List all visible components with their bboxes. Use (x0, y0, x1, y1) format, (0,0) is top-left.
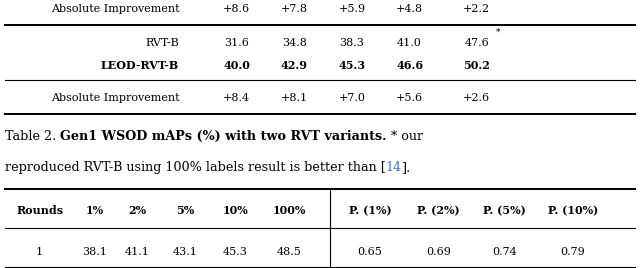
Text: +5.6: +5.6 (396, 93, 423, 103)
Text: * our: * our (387, 130, 423, 143)
Text: 50.2: 50.2 (463, 60, 490, 71)
Text: 47.6: 47.6 (465, 38, 489, 48)
Text: 14: 14 (386, 161, 402, 174)
Text: 5%: 5% (177, 205, 195, 216)
Text: 48.5: 48.5 (277, 247, 301, 258)
Text: 100%: 100% (273, 205, 306, 216)
Text: 0.74: 0.74 (492, 247, 516, 258)
Text: 1: 1 (36, 247, 44, 258)
Text: P. (5%): P. (5%) (483, 205, 525, 216)
Text: 40.0: 40.0 (223, 60, 250, 71)
Text: 46.6: 46.6 (396, 60, 423, 71)
Text: +4.8: +4.8 (396, 4, 423, 14)
Text: 1%: 1% (86, 205, 104, 216)
Text: +7.0: +7.0 (339, 93, 365, 103)
Text: Absolute Improvement: Absolute Improvement (51, 4, 179, 14)
Text: 41.1: 41.1 (125, 247, 150, 258)
Text: Table 2.: Table 2. (5, 130, 60, 143)
Text: reproduced RVT-B using 100% labels result is better than [: reproduced RVT-B using 100% labels resul… (5, 161, 386, 174)
Text: 2%: 2% (129, 205, 147, 216)
Text: 41.0: 41.0 (397, 38, 422, 48)
Text: 0.65: 0.65 (358, 247, 382, 258)
Text: +2.2: +2.2 (463, 4, 490, 14)
Text: P. (10%): P. (10%) (548, 205, 598, 216)
Text: LEOD-RVT-B: LEOD-RVT-B (101, 60, 179, 71)
Text: +8.1: +8.1 (281, 93, 308, 103)
Text: Gen1 WSOD mAPs (%) with two RVT variants.: Gen1 WSOD mAPs (%) with two RVT variants… (60, 130, 387, 143)
Text: ].: ]. (402, 161, 412, 174)
Text: +7.8: +7.8 (281, 4, 308, 14)
Text: 10%: 10% (223, 205, 248, 216)
Text: *: * (495, 28, 500, 37)
Text: P. (1%): P. (1%) (349, 205, 391, 216)
Text: 31.6: 31.6 (225, 38, 249, 48)
Text: +5.9: +5.9 (339, 4, 365, 14)
Text: 43.1: 43.1 (173, 247, 198, 258)
Text: Absolute Improvement: Absolute Improvement (51, 93, 179, 103)
Text: 45.3: 45.3 (339, 60, 365, 71)
Text: +2.6: +2.6 (463, 93, 490, 103)
Text: +8.4: +8.4 (223, 93, 250, 103)
Text: Rounds: Rounds (16, 205, 63, 216)
Text: 38.3: 38.3 (340, 38, 364, 48)
Text: +8.6: +8.6 (223, 4, 250, 14)
Text: P. (2%): P. (2%) (417, 205, 460, 216)
Text: RVT-B: RVT-B (145, 38, 179, 48)
Text: 0.69: 0.69 (426, 247, 451, 258)
Text: 38.1: 38.1 (83, 247, 107, 258)
Text: 42.9: 42.9 (281, 60, 308, 71)
Text: 34.8: 34.8 (282, 38, 307, 48)
Text: 0.79: 0.79 (561, 247, 585, 258)
Text: 45.3: 45.3 (223, 247, 248, 258)
